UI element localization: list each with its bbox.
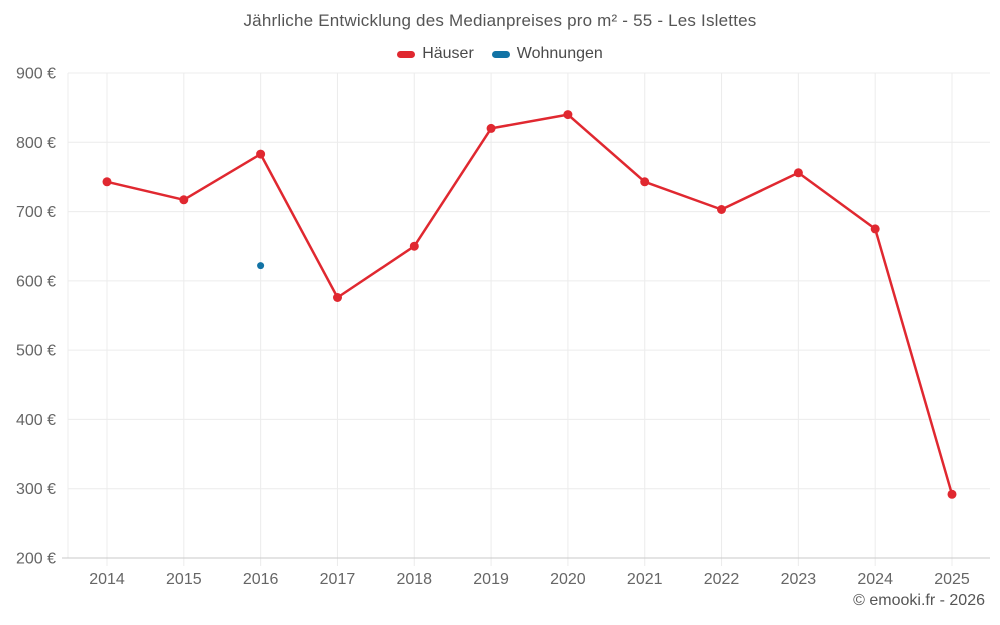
data-point-0-2021[interactable] xyxy=(640,177,650,187)
data-point-0-2020[interactable] xyxy=(563,110,573,120)
data-point-0-2023[interactable] xyxy=(793,168,803,178)
y-tick-label: 800 € xyxy=(16,135,56,152)
data-point-0-2022[interactable] xyxy=(717,205,726,214)
y-tick-label: 200 € xyxy=(16,551,56,568)
series-line-0 xyxy=(105,113,954,496)
wohnungen-legend-swatch-icon xyxy=(491,50,510,58)
legend-item-haeuser[interactable]: Häuser xyxy=(397,45,474,63)
y-tick-label: 300 € xyxy=(16,481,56,498)
x-tick-label: 2020 xyxy=(550,571,586,588)
data-point-1-2016[interactable] xyxy=(257,262,265,270)
data-point-0-2017[interactable] xyxy=(333,293,342,302)
y-tick-label: 400 € xyxy=(16,412,56,429)
data-point-0-2016[interactable] xyxy=(256,149,266,159)
x-tick-label: 2021 xyxy=(627,571,663,588)
haeuser-legend-swatch-icon xyxy=(397,50,416,58)
y-tick-label: 700 € xyxy=(16,204,56,221)
y-tick-label: 600 € xyxy=(16,273,56,290)
x-tick-label: 2018 xyxy=(396,571,432,588)
data-point-0-2015[interactable] xyxy=(179,195,189,205)
data-point-0-2019[interactable] xyxy=(486,123,496,133)
chart-title: Jährliche Entwicklung des Medianpreises … xyxy=(243,11,757,30)
legend-label-haeuser: Häuser xyxy=(422,45,474,62)
data-point-0-2025[interactable] xyxy=(947,489,957,499)
copyright-footer: © emooki.fr - 2026 xyxy=(853,592,985,609)
data-point-0-2018[interactable] xyxy=(409,241,419,251)
x-tick-label: 2017 xyxy=(320,571,356,588)
y-tick-label: 500 € xyxy=(16,343,56,360)
y-tick-label: 900 € xyxy=(16,66,56,83)
data-point-0-2014[interactable] xyxy=(102,177,112,187)
data-point-0-2024[interactable] xyxy=(870,224,880,234)
x-tick-label: 2025 xyxy=(934,571,970,588)
x-tick-label: 2016 xyxy=(243,571,279,588)
x-tick-label: 2023 xyxy=(781,571,817,588)
x-tick-label: 2014 xyxy=(89,571,125,588)
x-tick-label: 2015 xyxy=(166,571,202,588)
x-tick-label: 2024 xyxy=(857,571,893,588)
x-tick-label: 2019 xyxy=(473,571,509,588)
legend-item-wohnungen[interactable]: Wohnungen xyxy=(491,45,603,63)
legend-label-wohnungen: Wohnungen xyxy=(516,45,603,62)
chart-legend: Häuser Wohnungen xyxy=(0,45,1000,63)
x-tick-label: 2022 xyxy=(704,571,740,588)
